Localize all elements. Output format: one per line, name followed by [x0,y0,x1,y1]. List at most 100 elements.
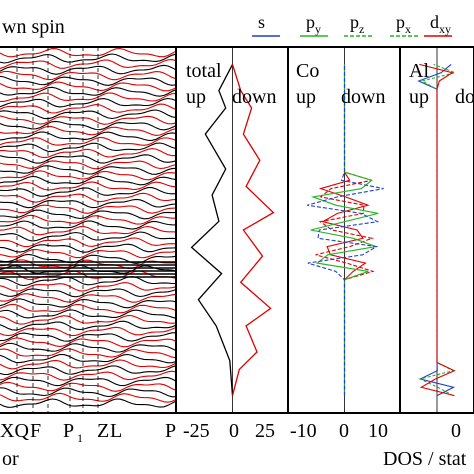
band-line [0,115,177,125]
band-line [0,148,177,159]
band-line [0,359,177,370]
legend-label: pz [350,12,364,36]
band-line [0,293,177,303]
k-tick-label: P [165,420,176,442]
band-line [0,314,177,325]
panel-annotation: Al [409,60,429,82]
k-tick-label: F [30,420,41,442]
band-line [0,225,177,236]
dos-curve [417,63,456,397]
panel-annotation: up [409,86,429,108]
legend-subscript: z [359,22,364,36]
band-line [0,64,177,75]
band-line [0,365,177,376]
legend-label: dxy [430,12,451,36]
band-title: wn spin [2,16,65,38]
band-line [0,282,177,292]
legend-label: px [396,12,411,36]
dos-curve [231,64,275,396]
band-line [0,86,177,97]
dos-tick-label: 0 [339,420,349,442]
band-line [0,92,177,102]
band-line [0,214,176,225]
band-line [0,243,177,253]
band-line [0,165,177,175]
band-line [0,231,177,242]
band-line [0,175,177,186]
band-line [0,53,177,64]
band-line [0,209,176,220]
band-line [0,192,177,203]
dos-tick-label: 25 [255,420,275,442]
band-line [0,275,177,287]
band-line [0,353,177,364]
panel-annotation: Co [296,60,319,82]
band-line [0,125,177,136]
band-line [0,103,177,114]
band-structure-panel [0,47,177,413]
k-tick-label: P [63,420,74,442]
band-line [0,220,177,230]
band-line [0,381,177,392]
band-line [0,370,177,381]
band-line [0,298,177,309]
dos-tick-label: 0 [229,420,239,442]
panel-annotation: down [232,86,276,108]
band-line [0,342,177,353]
dos-curve [190,64,234,396]
band-line [0,59,177,70]
band-line [0,392,177,403]
band-line [0,70,177,81]
band-line [0,142,177,153]
band-line [0,253,177,264]
band-line [0,387,177,398]
band-line [0,97,177,108]
band-line [0,320,177,331]
total-dos-panel [190,47,275,413]
bottom-left-axis-label: or [2,448,19,470]
band-line [0,332,177,342]
band-line [0,181,177,191]
legend: s py pz px dxy [252,12,452,37]
dos-tick-label: 0 [451,420,461,442]
dos-tick-label: -25 [183,420,210,442]
band-line [0,198,177,209]
band-line [0,47,177,58]
band-line [0,248,177,259]
band-line [0,170,177,181]
dos-axis-label: DOS / stat [383,448,467,470]
outer-frame [0,46,474,414]
k-tick-label: Z [97,420,109,442]
dos-tick-label: -10 [290,420,317,442]
dos-curve [419,63,456,397]
dos-tick-label: 10 [368,420,388,442]
band-line [0,376,177,387]
band-line [0,264,177,274]
panel-frames [0,46,474,414]
legend-subscript: x [405,22,411,36]
band-line [0,309,177,319]
band-line [0,326,177,337]
band-line [0,154,177,164]
panel-annotation: do [455,86,474,108]
panel-annotation: up [186,86,206,108]
legend-label: py [306,12,321,36]
band-line [0,204,177,214]
k-tick-label: L [110,420,122,442]
legend-label: s [258,12,265,32]
band-line [0,270,177,280]
band-line [0,75,177,86]
band-line [0,136,177,146]
band-line [0,288,177,298]
band-line [0,303,177,314]
panel-annotation: up [296,86,316,108]
k-tick-label: 1 [77,431,83,445]
band-line [0,160,177,170]
co-dos-panel [307,47,384,413]
dos-curve [307,64,384,396]
band-line [0,120,177,131]
panel-annotation: total [186,60,222,82]
band-line [0,348,177,359]
